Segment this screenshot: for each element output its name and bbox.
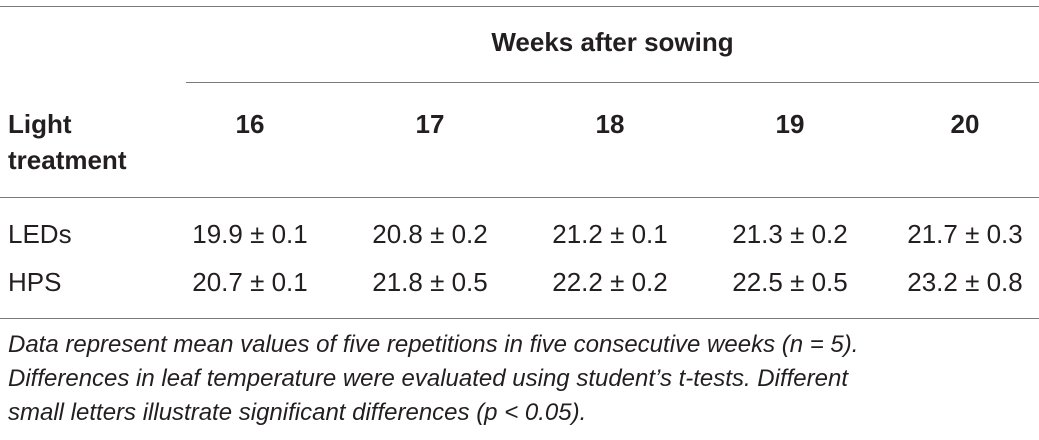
footnote-line-2: Differences in leaf temperature were eva… [8, 365, 848, 392]
table-cell-hps-week-18: 22.2 ± 0.2 [552, 267, 668, 297]
table-footnote: Data represent mean values of five repet… [8, 328, 1035, 430]
row-header-line-1: Light [8, 109, 72, 139]
row-header-light-treatment: Light treatment [8, 106, 183, 178]
header-bottom-rule [0, 197, 1039, 198]
table-cell-leds-week-19: 21.3 ± 0.2 [732, 219, 848, 249]
table-cell-hps-week-20: 23.2 ± 0.8 [907, 267, 1023, 297]
table-cell-hps-week-17: 21.8 ± 0.5 [372, 267, 488, 297]
table-cell-leds-week-20: 21.7 ± 0.3 [907, 219, 1023, 249]
table-top-rule [0, 6, 1039, 7]
row-header-line-2: treatment [8, 145, 127, 175]
table-cell-hps-week-19: 22.5 ± 0.5 [732, 267, 848, 297]
table-cell-leds-week-17: 20.8 ± 0.2 [372, 219, 488, 249]
table-cell-hps-week-16: 20.7 ± 0.1 [192, 267, 308, 297]
column-header-week-18: 18 [595, 109, 625, 139]
table-row-hps-label: HPS [8, 267, 62, 297]
table-row-leds-label: LEDs [8, 219, 72, 249]
group-header-rule [186, 82, 1039, 83]
column-header-week-19: 19 [775, 109, 805, 139]
column-header-week-20: 20 [950, 109, 980, 139]
footnote-line-1: Data represent mean values of five repet… [8, 331, 859, 358]
table-cell-leds-week-18: 21.2 ± 0.1 [552, 219, 668, 249]
group-header-weeks: Weeks after sowing [491, 27, 734, 57]
column-header-week-17: 17 [415, 109, 445, 139]
table-bottom-rule [0, 318, 1039, 319]
footnote-line-3: small letters illustrate significant dif… [8, 399, 587, 426]
column-header-week-16: 16 [235, 109, 265, 139]
table-cell-leds-week-16: 19.9 ± 0.1 [192, 219, 308, 249]
